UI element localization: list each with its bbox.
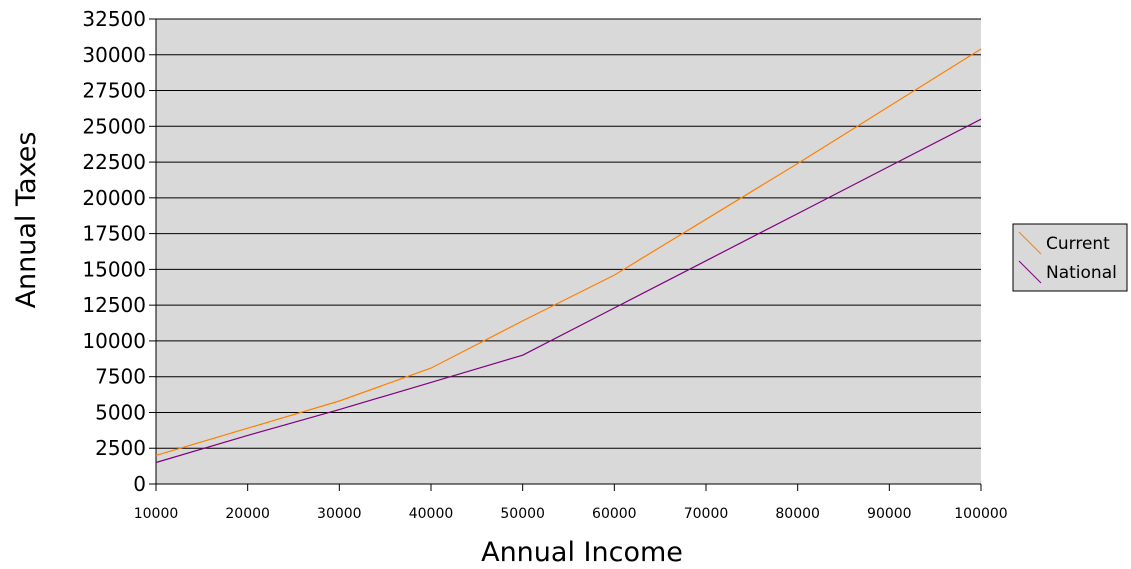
x-tick-labels: 10000 20000 30000 40000 50000 60000 70000 80000… — [134, 484, 1008, 522]
legend: Current National — [1012, 223, 1128, 292]
x-tick-label: 100000 — [954, 506, 1007, 522]
x-tick-label: 90000 — [867, 506, 912, 522]
legend-label-current: Current — [1046, 234, 1110, 254]
y-tick-label: 17500 — [82, 222, 146, 246]
series-line-national — [155, 118, 982, 464]
y-tick-label: 27500 — [82, 79, 146, 103]
x-tick-label: 80000 — [775, 506, 820, 522]
y-axis-title: Annual Taxes — [11, 132, 42, 309]
x-tick-label: 10000 — [134, 506, 179, 522]
axes — [155, 19, 981, 485]
x-tick-label: 30000 — [317, 506, 362, 522]
legend-marker-national — [1018, 260, 1042, 284]
x-tick-label: 20000 — [225, 506, 270, 522]
y-tick-label: 22500 — [82, 150, 146, 174]
x-tick-label: 60000 — [592, 506, 637, 522]
grid-lines — [156, 18, 981, 485]
y-tick-label: 7500 — [95, 365, 146, 389]
legend-marker-current — [1018, 231, 1042, 255]
y-tick-label: 2500 — [95, 436, 146, 460]
y-tick-label: 15000 — [82, 257, 146, 281]
series-lines — [155, 48, 982, 464]
x-tick-label: 50000 — [500, 506, 545, 522]
plot-background — [156, 19, 981, 484]
y-tick-label: 10000 — [82, 329, 146, 353]
x-tick-label: 40000 — [409, 506, 454, 522]
legend-box — [1012, 223, 1128, 292]
y-tick-label: 25000 — [82, 114, 146, 138]
x-axis-title: Annual Income — [481, 537, 683, 568]
legend-label-national: National — [1046, 263, 1117, 283]
y-tick-labels: 0 2500 5000 7500 10000 12500 15000 17500 20000 22… — [82, 7, 156, 496]
y-tick-label: 32500 — [82, 7, 146, 31]
y-tick-label: 30000 — [82, 43, 146, 67]
y-tick-label: 5000 — [95, 400, 146, 424]
y-tick-label: 0 — [133, 472, 146, 496]
y-tick-label: 12500 — [82, 293, 146, 317]
y-tick-label: 20000 — [82, 186, 146, 210]
x-tick-label: 70000 — [684, 506, 729, 522]
series-line-current — [155, 48, 982, 456]
